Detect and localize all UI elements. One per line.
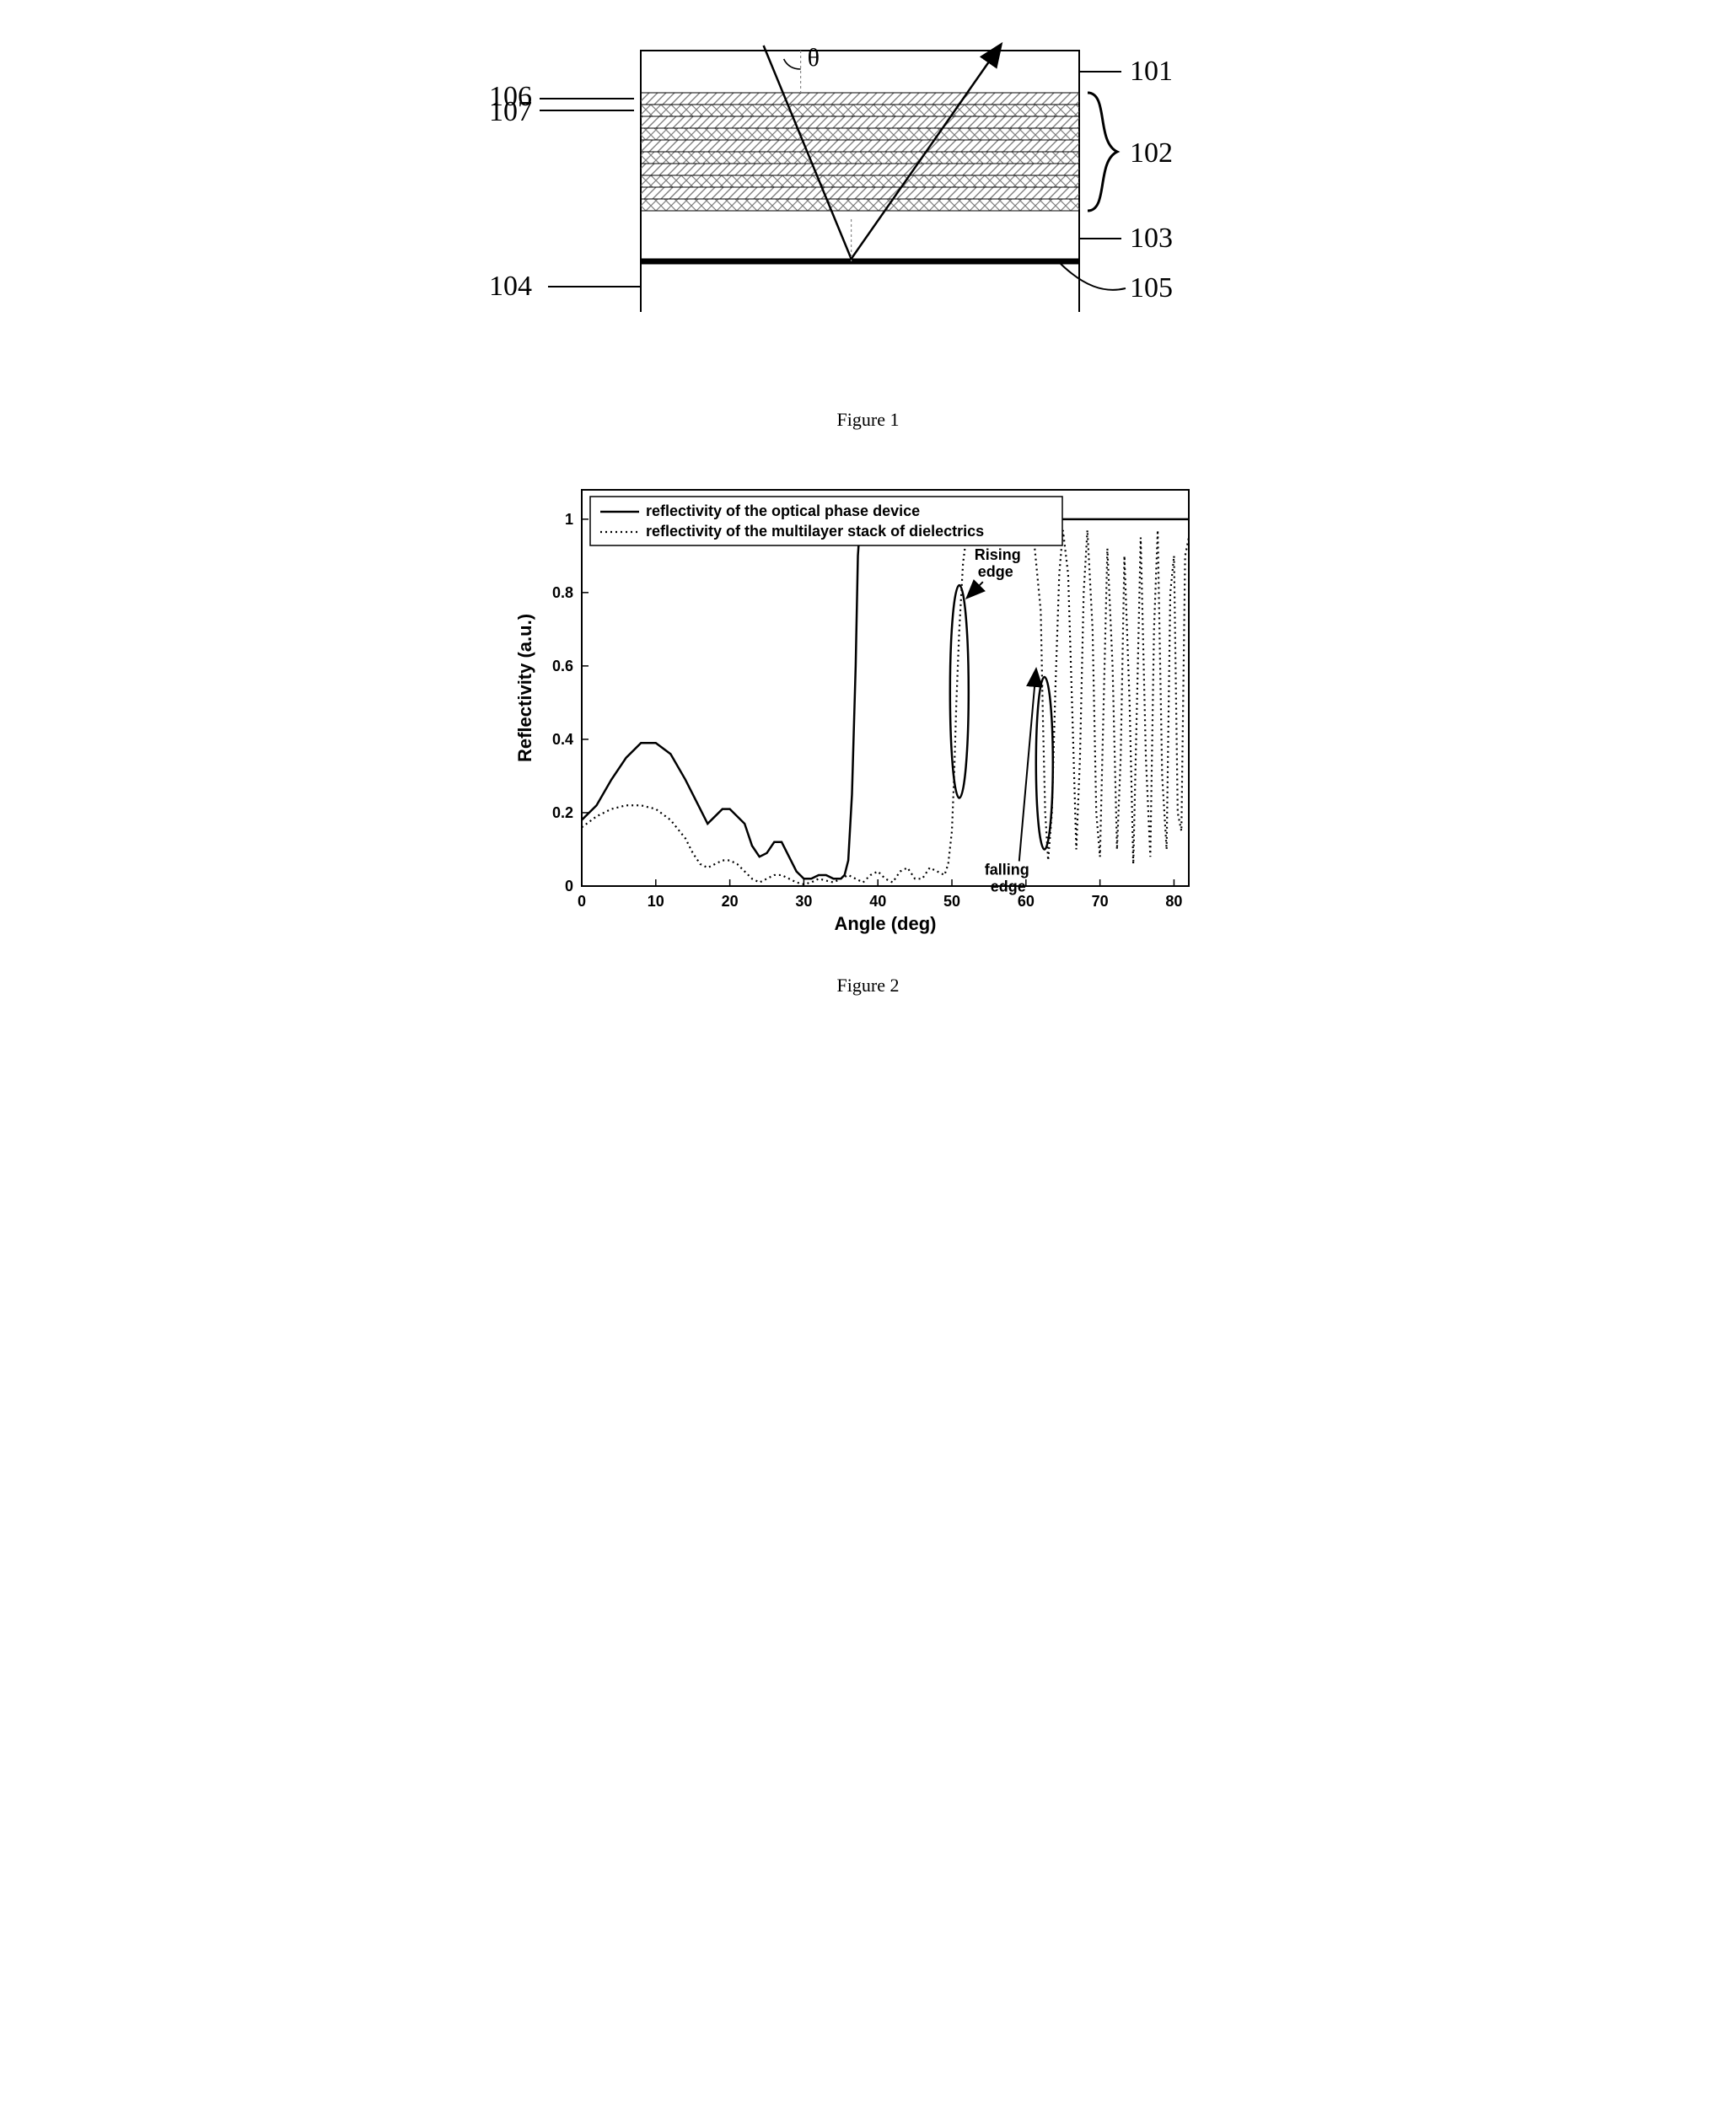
svg-text:103: 103 xyxy=(1130,223,1173,254)
svg-text:104: 104 xyxy=(489,271,532,302)
svg-text:Rising: Rising xyxy=(974,546,1020,563)
svg-text:reflectivity of the multilayer: reflectivity of the multilayer stack of … xyxy=(646,523,984,540)
svg-text:0: 0 xyxy=(564,878,572,895)
svg-text:Reflectivity (a.u.): Reflectivity (a.u.) xyxy=(514,614,535,762)
figure-1-caption: Figure 1 xyxy=(489,409,1248,431)
svg-text:0.6: 0.6 xyxy=(551,658,572,674)
svg-text:10: 10 xyxy=(647,893,664,910)
svg-text:0: 0 xyxy=(577,893,585,910)
svg-text:60: 60 xyxy=(1017,893,1034,910)
figure-2-svg: 0 10 20 30 40 50 60 70 80 0 0.2 0.4 0.6 0.8 1 Angle (de… xyxy=(489,465,1248,954)
svg-text:50: 50 xyxy=(943,893,960,910)
svg-text:edge: edge xyxy=(990,878,1025,895)
figure-2-caption: Figure 2 xyxy=(489,975,1248,997)
svg-text:falling: falling xyxy=(984,861,1029,878)
svg-text:20: 20 xyxy=(721,893,738,910)
svg-text:edge: edge xyxy=(977,563,1013,580)
svg-text:107: 107 xyxy=(489,96,532,127)
svg-text:Angle (deg): Angle (deg) xyxy=(834,913,936,934)
figure-1-svg: θ101102103105106107104 xyxy=(489,34,1248,388)
svg-text:30: 30 xyxy=(795,893,812,910)
svg-text:102: 102 xyxy=(1130,137,1173,169)
svg-text:0.2: 0.2 xyxy=(551,804,572,821)
svg-text:0.4: 0.4 xyxy=(551,731,572,748)
svg-text:80: 80 xyxy=(1165,893,1182,910)
svg-text:101: 101 xyxy=(1130,56,1173,87)
svg-text:40: 40 xyxy=(869,893,886,910)
svg-text:70: 70 xyxy=(1091,893,1108,910)
svg-text:0.8: 0.8 xyxy=(551,584,572,601)
svg-text:θ: θ xyxy=(807,44,819,72)
figure-1: θ101102103105106107104 Figure 1 xyxy=(489,34,1248,431)
svg-text:1: 1 xyxy=(564,511,572,528)
figure-2: 0 10 20 30 40 50 60 70 80 0 0.2 0.4 0.6 0.8 1 Angle (de… xyxy=(489,465,1248,997)
svg-text:105: 105 xyxy=(1130,272,1173,304)
svg-text:reflectivity of the optical ph: reflectivity of the optical phase device xyxy=(646,502,920,519)
